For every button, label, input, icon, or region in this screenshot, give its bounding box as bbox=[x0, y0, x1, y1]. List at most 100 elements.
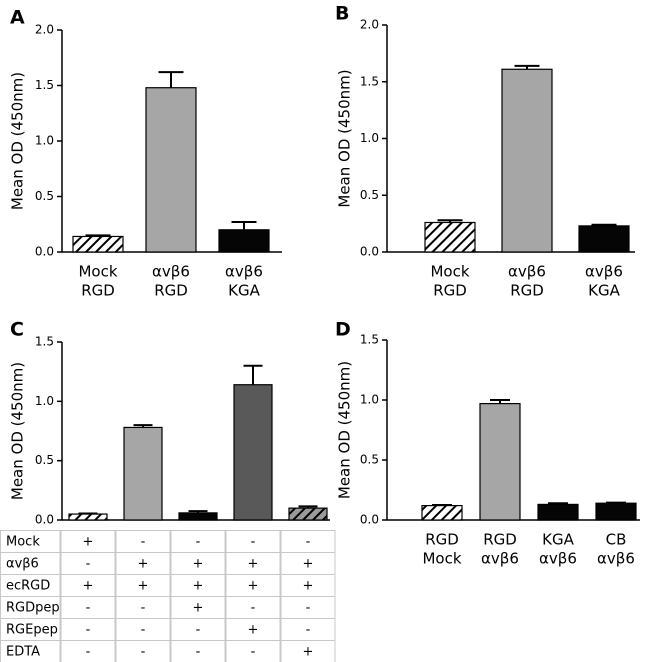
y-tick-label: 0.0 bbox=[360, 513, 379, 527]
x-tick-label: RGD bbox=[154, 282, 188, 300]
y-tick-label: 1.5 bbox=[35, 78, 54, 92]
table-text: + bbox=[83, 535, 94, 550]
x-tick-label: KGA bbox=[228, 282, 260, 300]
y-tick-label: 0.5 bbox=[360, 453, 379, 467]
x-tick-label: KGA bbox=[542, 531, 574, 549]
bar bbox=[145, 87, 197, 253]
y-tick-label: 0.5 bbox=[35, 453, 54, 467]
table-text: + bbox=[303, 557, 314, 572]
bar bbox=[123, 426, 163, 521]
bar bbox=[72, 235, 124, 253]
y-axis-label: Mean OD (450nm) bbox=[9, 72, 27, 210]
y-tick-label: 1.0 bbox=[35, 134, 54, 148]
x-tick-label: αvβ6 bbox=[539, 550, 577, 568]
x-tick-label: αvβ6 bbox=[481, 550, 519, 568]
bar bbox=[68, 513, 108, 521]
bar bbox=[537, 503, 579, 521]
table-cell bbox=[170, 640, 226, 662]
y-axis-label: Mean OD (450nm) bbox=[336, 361, 354, 499]
table-text: - bbox=[251, 601, 256, 616]
table-text: - bbox=[306, 601, 311, 616]
y-tick-label: 0.0 bbox=[360, 245, 379, 259]
y-tick-label: 1.5 bbox=[35, 335, 54, 349]
bar bbox=[578, 225, 630, 253]
table-text: - bbox=[251, 535, 256, 550]
x-tick-label: αvβ6 bbox=[597, 550, 635, 568]
panel-label: D bbox=[335, 319, 351, 341]
bar bbox=[421, 505, 463, 521]
x-tick-label: αvβ6 bbox=[152, 263, 190, 281]
x-tick-label: RGD bbox=[433, 282, 467, 300]
bar bbox=[595, 502, 637, 521]
bar bbox=[479, 403, 521, 521]
x-tick-label: αvβ6 bbox=[225, 263, 263, 281]
table-text: + bbox=[248, 579, 259, 594]
y-axis-label: Mean OD (450nm) bbox=[336, 69, 354, 207]
table-text: + bbox=[303, 645, 314, 660]
table-text: - bbox=[306, 623, 311, 638]
y-tick-label: 1.5 bbox=[360, 333, 379, 347]
bar bbox=[178, 512, 218, 521]
table-text: - bbox=[86, 645, 91, 660]
table-text: + bbox=[138, 579, 149, 594]
table-text: Mock bbox=[6, 535, 40, 550]
panel-label: A bbox=[10, 7, 25, 29]
x-tick-label: KGA bbox=[588, 282, 620, 300]
table-text: - bbox=[141, 645, 146, 660]
table-text: EDTA bbox=[6, 645, 40, 660]
table-text: - bbox=[306, 535, 311, 550]
x-tick-label: αvβ6 bbox=[508, 263, 546, 281]
table-text: + bbox=[193, 601, 204, 616]
y-tick-label: 0.5 bbox=[35, 189, 54, 203]
bar bbox=[424, 221, 476, 253]
x-tick-label: RGD bbox=[483, 531, 517, 549]
table-text: + bbox=[193, 557, 204, 572]
x-tick-label: Mock bbox=[430, 263, 469, 281]
table-text: + bbox=[248, 623, 259, 638]
y-tick-label: 0.5 bbox=[360, 188, 379, 202]
table-text: - bbox=[251, 645, 256, 660]
y-tick-label: 1.0 bbox=[35, 394, 54, 408]
table-text: + bbox=[193, 579, 204, 594]
table-text: - bbox=[141, 535, 146, 550]
table-text: - bbox=[196, 535, 201, 550]
table-text: + bbox=[83, 579, 94, 594]
y-tick-label: 0.0 bbox=[35, 513, 54, 527]
table-text: RGDpep bbox=[6, 601, 60, 616]
table-text: + bbox=[248, 557, 259, 572]
y-tick-label: 1.5 bbox=[360, 74, 379, 88]
table-cell bbox=[225, 640, 281, 662]
table-text: - bbox=[141, 601, 146, 616]
x-tick-label: αvβ6 bbox=[585, 263, 623, 281]
table-text: + bbox=[138, 557, 149, 572]
table-text: ecRGD bbox=[6, 579, 50, 594]
table-text: RGEpep bbox=[6, 623, 58, 638]
panel-label: B bbox=[335, 3, 349, 25]
x-tick-label: RGD bbox=[510, 282, 544, 300]
y-tick-label: 0.0 bbox=[35, 245, 54, 259]
x-tick-label: CB bbox=[606, 531, 627, 549]
table-text: - bbox=[196, 623, 201, 638]
table-cell bbox=[115, 640, 171, 662]
bar bbox=[233, 384, 273, 521]
table-text: - bbox=[196, 645, 201, 660]
x-tick-label: RGD bbox=[425, 531, 459, 549]
table-text: - bbox=[86, 623, 91, 638]
y-tick-label: 2.0 bbox=[35, 23, 54, 37]
table-text: αvβ6 bbox=[6, 557, 39, 572]
x-tick-label: Mock bbox=[78, 263, 117, 281]
panel-label: C bbox=[10, 319, 24, 341]
y-tick-label: 2.0 bbox=[360, 18, 379, 32]
table-cell bbox=[280, 640, 336, 662]
y-tick-label: 1.0 bbox=[360, 131, 379, 145]
table-text: - bbox=[86, 601, 91, 616]
table-cell bbox=[0, 640, 61, 662]
table-text: - bbox=[86, 557, 91, 572]
y-tick-label: 1.0 bbox=[360, 393, 379, 407]
table-text: - bbox=[141, 623, 146, 638]
bar bbox=[501, 68, 553, 253]
x-tick-label: RGD bbox=[81, 282, 115, 300]
table-text: + bbox=[303, 579, 314, 594]
x-tick-label: Mock bbox=[422, 550, 461, 568]
